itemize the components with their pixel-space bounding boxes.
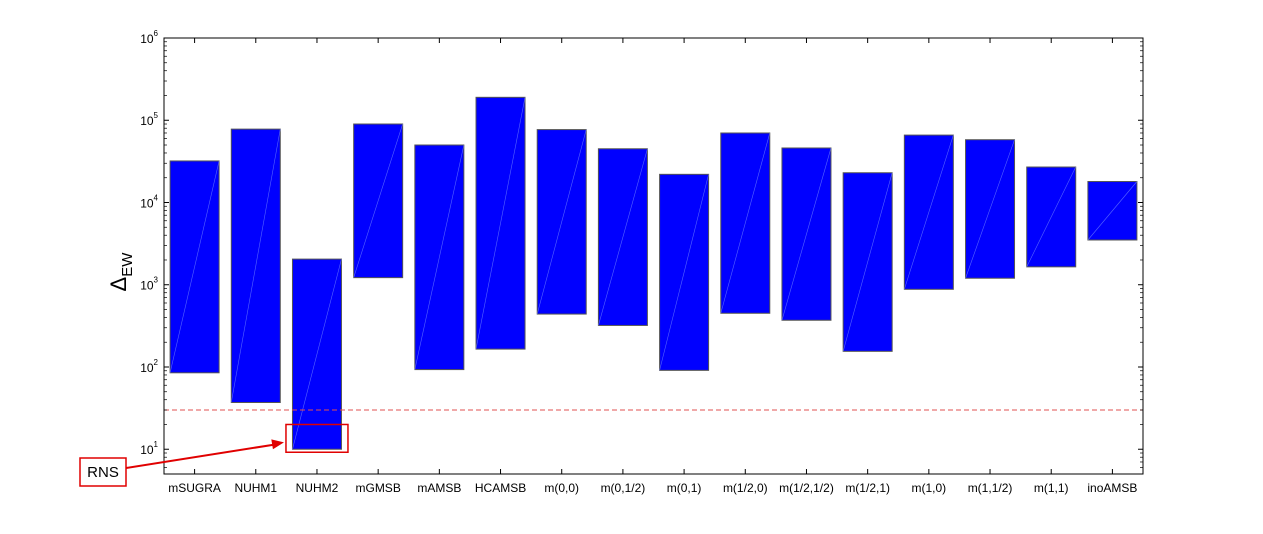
x-tick-label-2: NUHM2 — [296, 481, 339, 495]
y-tick-label-5: 106 — [140, 29, 158, 46]
x-tick-label-15: inoAMSB — [1087, 481, 1137, 495]
x-tick-label-7: m(0,1/2) — [601, 481, 646, 495]
bar-diagonal-7 — [598, 148, 648, 326]
y-axis-label-main: Δ — [106, 276, 131, 291]
x-tick-label-13: m(1,1/2) — [968, 481, 1013, 495]
y-tick-label-4: 105 — [140, 111, 158, 128]
x-axis-ticks: mSUGRA NUHM1 NUHM2 mGMSB mAMSB HCAMSB m(0,0) m(… — [168, 38, 1137, 495]
x-tick-label-4: mAMSB — [417, 481, 461, 495]
annotation-label-box — [79, 457, 127, 487]
y-tick-label-2: 103 — [140, 276, 158, 293]
y-tick-label-1: 102 — [140, 358, 158, 375]
y-tick-label-0: 101 — [140, 440, 158, 457]
y-axis-ticks: 101 102 103 104 105 106 — [140, 29, 1143, 475]
svg-text:ΔEW: ΔEW — [106, 252, 136, 292]
plot-frame — [163, 37, 1144, 475]
bar-diagonal-10 — [781, 147, 832, 321]
x-tick-label-1: NUHM1 — [234, 481, 277, 495]
bar-diagonal-15 — [1087, 181, 1138, 241]
bar-diagonal-0 — [169, 160, 220, 373]
x-tick-label-11: m(1/2,1) — [845, 481, 890, 495]
annotation-label: RNS — [87, 464, 119, 481]
x-tick-label-9: m(1/2,0) — [723, 481, 768, 495]
bar-diagonal-4 — [414, 144, 465, 370]
bar-diagonal-9 — [720, 132, 771, 314]
x-tick-label-6: m(0,0) — [544, 481, 579, 495]
y-axis-label: ΔEW — [106, 252, 136, 292]
annotation-box — [285, 423, 349, 453]
x-tick-label-8: m(0,1) — [667, 481, 702, 495]
x-tick-label-12: m(1,0) — [912, 481, 947, 495]
x-tick-label-10: m(1/2,1/2) — [779, 481, 834, 495]
y-axis-label-subscript: EW — [119, 252, 136, 277]
bar-diagonal-3 — [353, 123, 403, 278]
y-tick-label-3: 104 — [140, 193, 158, 210]
bar-diagonal-12 — [904, 134, 954, 290]
bar-diagonal-13 — [965, 139, 1015, 279]
bar-diagonal-14 — [1026, 166, 1076, 267]
x-tick-label-14: m(1,1) — [1034, 481, 1069, 495]
annotation-arrowhead — [271, 439, 284, 450]
x-tick-label-0: mSUGRA — [168, 481, 221, 495]
annotation-group: RNS — [79, 423, 349, 487]
bars-group — [169, 96, 1138, 450]
bar-diagonal-8 — [659, 174, 709, 371]
x-tick-label-3: mGMSB — [355, 481, 400, 495]
annotation-arrow — [125, 443, 277, 469]
x-tick-label-5: HCAMSB — [475, 481, 526, 495]
bar-diagonal-11 — [842, 172, 893, 352]
bar-diagonal-2 — [292, 259, 342, 450]
bar-diagonal-6 — [536, 129, 587, 315]
bar-diagonal-1 — [230, 129, 281, 403]
bar-diagonal-5 — [475, 97, 526, 350]
